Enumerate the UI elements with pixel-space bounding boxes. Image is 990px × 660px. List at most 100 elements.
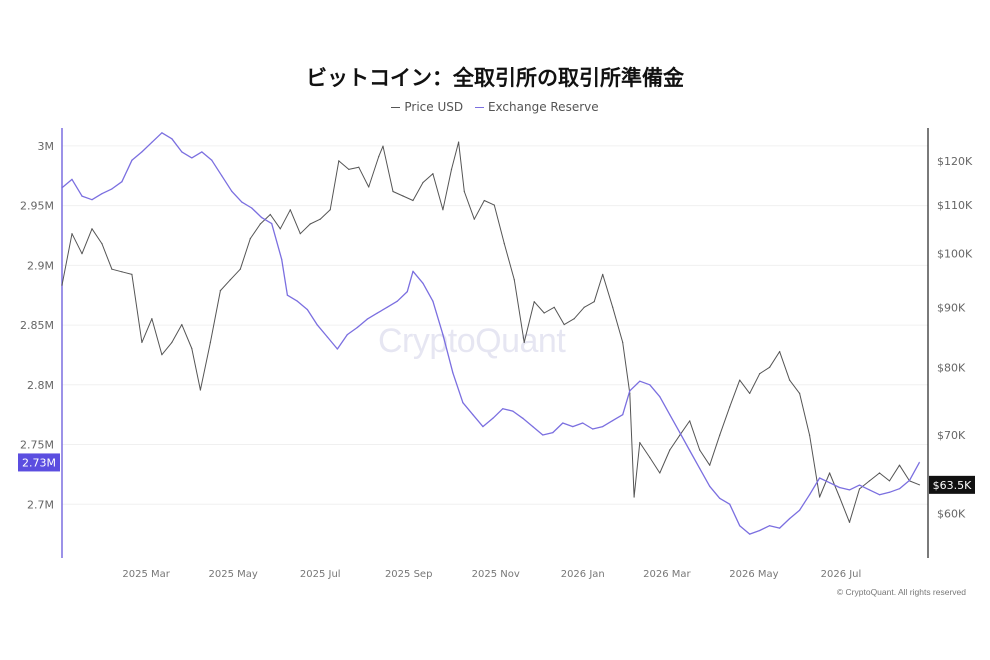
data-point-reserve (261, 216, 263, 219)
data-point-reserve (121, 181, 123, 183)
y-left-tick-label: 2.95M (20, 200, 54, 213)
x-tick-label: 2025 May (209, 569, 258, 580)
data-point-price (728, 406, 731, 408)
data-point-reserve (71, 178, 73, 181)
data-point-price (748, 392, 751, 395)
data-point-price (412, 199, 414, 202)
legend-swatch-price (391, 107, 401, 108)
data-point-price (898, 464, 901, 466)
data-point-price (612, 306, 614, 309)
data-point-price (699, 449, 701, 451)
data-point-price (299, 233, 301, 235)
x-tick-label: 2026 Jul (821, 569, 862, 580)
data-point-reserve (472, 413, 474, 416)
data-point-price (61, 284, 63, 286)
copyright-notice: © CryptoQuant. All rights reserved (836, 587, 966, 597)
data-point-reserve (211, 159, 213, 161)
y-right-tick-label: $60K (937, 508, 966, 521)
data-point-reserve (838, 486, 841, 489)
data-point-reserve (612, 419, 614, 422)
data-point-price (151, 318, 153, 320)
data-point-reserve (798, 509, 801, 511)
data-point-price (181, 323, 183, 326)
data-point-price (573, 318, 575, 320)
data-point-price (758, 372, 761, 375)
data-point-price (141, 341, 143, 344)
data-point-price (828, 472, 831, 474)
data-point-price (269, 213, 271, 216)
data-point-price (279, 228, 281, 230)
data-point-price (649, 456, 651, 459)
data-point-price (621, 341, 624, 344)
data-point-reserve (452, 372, 454, 374)
data-point-reserve (898, 488, 901, 490)
y-right-tick-label: $70K (937, 429, 966, 442)
data-point-price (199, 389, 202, 391)
x-tick-label: 2025 Mar (122, 569, 170, 580)
data-point-reserve (296, 300, 299, 302)
data-point-reserve (639, 380, 641, 382)
data-point-reserve (669, 413, 671, 416)
data-point-price (602, 273, 604, 276)
legend-item-price[interactable]: Price USD (391, 100, 463, 114)
data-point-price (513, 279, 515, 281)
data-point-reserve (326, 336, 329, 338)
data-point-price (382, 145, 384, 147)
data-point-price (583, 306, 585, 309)
data-point-reserve (709, 485, 711, 488)
data-point-reserve (582, 422, 584, 424)
data-point-reserve (788, 517, 791, 520)
data-point-reserve (828, 482, 831, 484)
data-point-price (101, 242, 103, 245)
data-point-reserve (592, 428, 594, 430)
data-point-reserve (442, 333, 444, 336)
data-point-reserve (141, 151, 143, 153)
x-tick-label: 2025 Jul (300, 569, 341, 580)
x-tick-label: 2026 Jan (561, 569, 605, 580)
data-point-price (639, 441, 641, 444)
data-point-reserve (356, 326, 359, 329)
series-line-exchange-reserve (61, 132, 920, 535)
data-point-price (259, 223, 262, 225)
data-point-reserve (366, 318, 369, 320)
data-point-reserve (602, 425, 604, 428)
data-point-price (878, 472, 881, 474)
data-point-price (778, 350, 781, 353)
data-point-reserve (161, 132, 163, 134)
data-point-reserve (858, 484, 861, 486)
data-point-reserve (191, 157, 193, 159)
data-point-reserve (689, 449, 691, 452)
legend-item-reserve[interactable]: Exchange Reserve (474, 100, 599, 114)
data-point-reserve (808, 493, 811, 496)
data-point-price (689, 420, 691, 422)
data-point-price (358, 166, 360, 168)
current-reserve-label: 2.73M (22, 456, 56, 469)
legend: Price USD Exchange Reserve (0, 100, 990, 114)
data-point-reserve (201, 151, 203, 153)
watermark: CryptoQuant (378, 322, 566, 360)
data-point-price (659, 472, 661, 474)
data-point-reserve (61, 187, 63, 189)
data-point-reserve (286, 294, 289, 296)
data-point-reserve (699, 467, 701, 470)
data-point-price (788, 379, 791, 381)
data-point-price (563, 323, 565, 326)
data-point-price (249, 237, 252, 240)
data-point-reserve (719, 497, 721, 499)
data-point-price (738, 379, 741, 381)
x-tick-label: 2026 Mar (643, 569, 691, 580)
data-point-reserve (492, 417, 494, 419)
data-point-price (289, 209, 291, 211)
data-point-reserve (131, 159, 133, 161)
data-point-price (523, 341, 525, 344)
data-point-reserve (406, 290, 408, 293)
data-point-price (71, 233, 73, 235)
data-point-reserve (422, 282, 424, 284)
data-point-reserve (768, 525, 771, 527)
data-point-reserve (868, 489, 871, 491)
data-point-reserve (91, 198, 93, 201)
data-point-reserve (659, 396, 661, 398)
data-point-reserve (728, 503, 731, 505)
x-tick-label: 2025 Nov (472, 569, 520, 580)
